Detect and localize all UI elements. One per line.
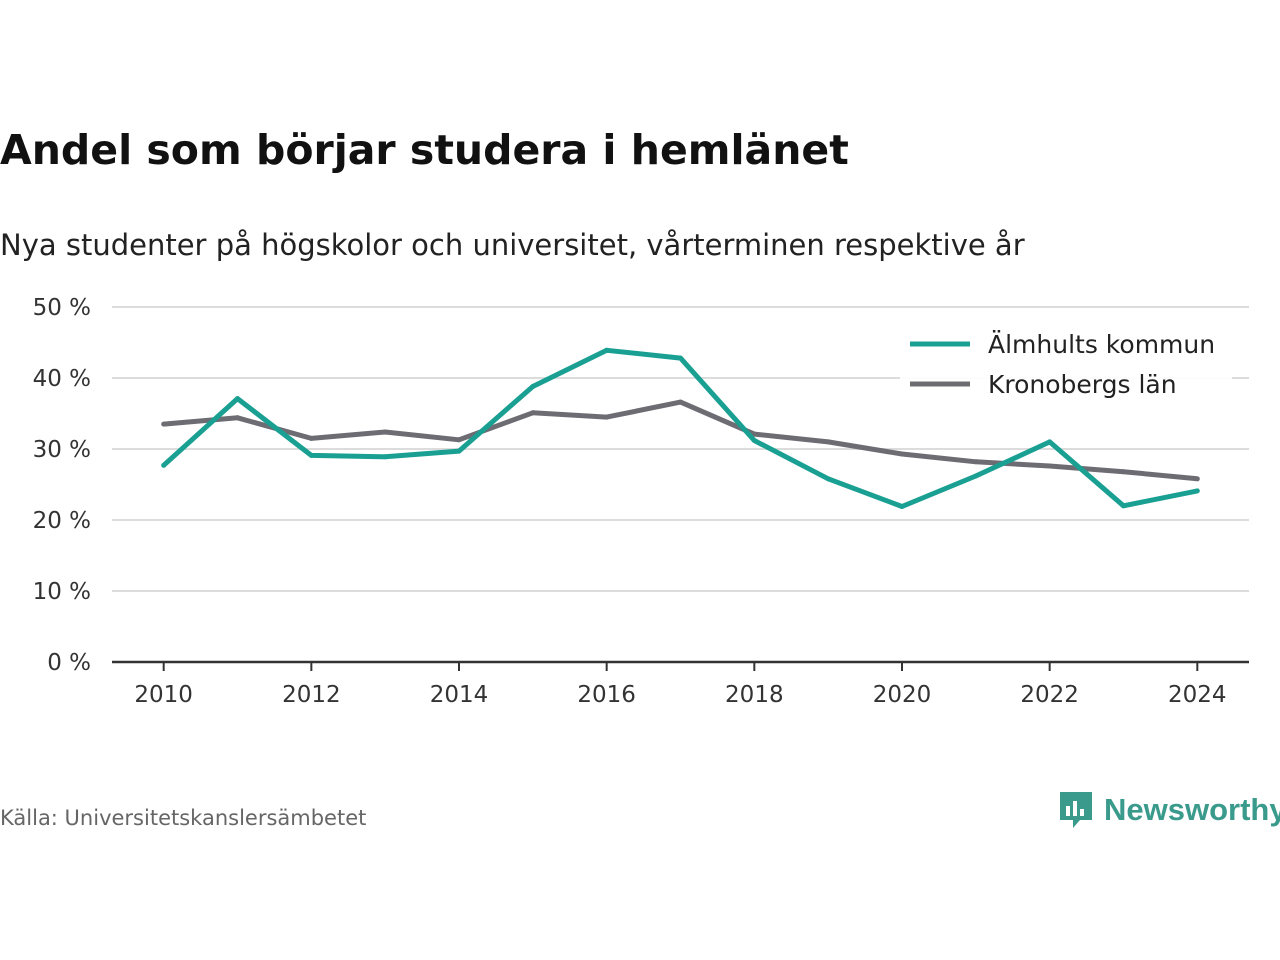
data-point	[1047, 439, 1053, 445]
data-point	[308, 452, 314, 458]
x-tick-label: 2022	[1020, 682, 1079, 708]
x-tick-label: 2010	[134, 682, 193, 708]
data-point	[1120, 469, 1126, 475]
y-axis-tick-labels: 0 % 10 % 20 % 30 % 40 % 50 %	[33, 295, 91, 676]
data-point	[530, 384, 536, 390]
y-tick-label: 40 %	[33, 366, 91, 392]
x-tick-label: 2020	[873, 682, 932, 708]
legend-label: Älmhults kommun	[988, 330, 1215, 359]
y-tick-label: 0 %	[47, 650, 91, 676]
data-point	[382, 454, 388, 460]
data-point	[530, 410, 536, 416]
data-point	[751, 437, 757, 443]
data-point	[1194, 488, 1200, 494]
data-point	[1047, 463, 1053, 469]
data-point	[604, 347, 610, 353]
x-tick-label: 2024	[1168, 682, 1227, 708]
x-tick-label: 2018	[725, 682, 784, 708]
data-point	[678, 399, 683, 405]
data-point	[899, 504, 905, 510]
series-lines	[161, 347, 1200, 510]
chart-title: Andel som börjar studera i hemlänet	[0, 126, 849, 174]
data-point	[825, 439, 831, 445]
data-point	[235, 415, 241, 421]
data-point	[382, 429, 388, 435]
newsworthy-logo-icon	[1060, 792, 1092, 828]
x-tick-label: 2016	[577, 682, 636, 708]
data-point	[1194, 476, 1200, 482]
data-point	[1120, 503, 1126, 509]
y-tick-label: 20 %	[33, 508, 91, 534]
legend-background	[900, 322, 1232, 412]
legend-label: Kronobergs län	[988, 370, 1177, 399]
x-axis-tick-labels: 2010 2012 2014 2016 2018 2020 2022 2024	[134, 682, 1226, 708]
data-point	[825, 476, 831, 482]
series-line-2	[163, 399, 1198, 482]
x-tick-label: 2012	[282, 682, 341, 708]
data-point	[235, 396, 241, 402]
x-tick-label: 2014	[430, 682, 489, 708]
chart-subtitle: Nya studenter på högskolor och universit…	[0, 228, 1025, 262]
y-tick-label: 50 %	[33, 295, 91, 321]
brand-name: Newsworthy	[1104, 792, 1280, 827]
data-point	[899, 451, 905, 457]
y-tick-label: 10 %	[33, 579, 91, 605]
y-tick-label: 30 %	[33, 437, 91, 463]
data-point	[308, 435, 314, 441]
legend: Älmhults kommun Kronobergs län	[900, 322, 1232, 412]
data-point	[456, 448, 462, 454]
data-point	[161, 421, 167, 427]
brand-logo: Newsworthy	[1058, 790, 1280, 830]
data-point	[751, 431, 757, 437]
data-point	[161, 462, 167, 468]
data-point	[604, 414, 610, 420]
data-point	[456, 437, 462, 443]
data-point	[973, 473, 979, 479]
source-note: Källa: Universitetskanslersämbetet	[0, 806, 367, 830]
data-point	[973, 459, 979, 465]
data-point	[678, 355, 683, 361]
